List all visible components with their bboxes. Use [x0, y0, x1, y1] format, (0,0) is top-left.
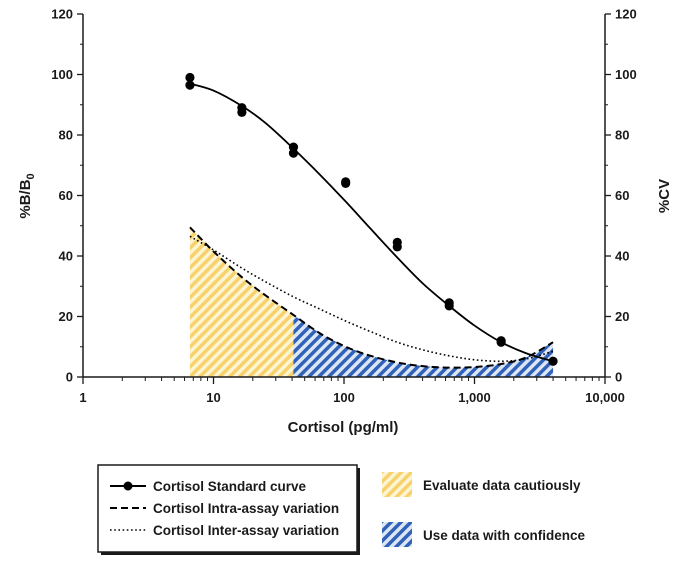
x-tick-label: 100: [333, 390, 355, 405]
right-y-tick-label: 120: [615, 7, 637, 22]
data-point: [496, 337, 506, 347]
left-y-tick-label: 120: [51, 7, 73, 22]
legend-region-label: Use data with confidence: [423, 528, 586, 543]
left-y-axis-title-main: %B/B: [17, 179, 34, 218]
left-y-axis-title-subscript: 0: [25, 173, 37, 179]
left-y-tick-label: 20: [59, 309, 73, 324]
left-y-tick-label: 80: [59, 128, 73, 143]
right-y-tick-label: 60: [615, 188, 629, 203]
right-y-axis-title: %CV: [656, 179, 673, 213]
data-point: [237, 107, 247, 117]
series-line-0: [189, 82, 554, 363]
left-y-axis-title: %B/B0: [17, 173, 37, 218]
data-series: [185, 72, 558, 369]
data-point: [341, 178, 351, 188]
legend-region-label: Evaluate data cautiously: [423, 478, 581, 493]
right-y-tick-label: 80: [615, 128, 629, 143]
right-y-tick-label: 40: [615, 249, 629, 264]
legend-label: Cortisol Intra-assay variation: [153, 501, 339, 516]
legend-label: Cortisol Inter-assay variation: [153, 523, 339, 538]
left-y-tick-label: 0: [66, 370, 73, 385]
region-use-with-confidence: [293, 314, 554, 377]
legend-box: [97, 464, 358, 553]
left-y-tick-label: 40: [59, 249, 73, 264]
data-point: [288, 148, 299, 158]
data-point: [444, 301, 454, 311]
x-tick-label: 1: [79, 390, 86, 405]
right-y-tick-label: 20: [615, 309, 629, 324]
data-point: [548, 356, 558, 366]
right-y-tick-label: 100: [615, 67, 637, 82]
x-axis-title: Cortisol (pg/ml): [288, 419, 399, 436]
legend-marker: [123, 481, 133, 491]
legend-label: Cortisol Standard curve: [153, 479, 307, 494]
left-y-tick-label: 60: [59, 188, 73, 203]
shaded-regions: [189, 227, 554, 377]
legend: Cortisol Standard curve Cortisol Intra-as…: [97, 464, 586, 555]
legend-swatch: [382, 472, 412, 497]
x-tick-label: 10: [206, 390, 220, 405]
left-y-tick-label: 100: [51, 67, 73, 82]
series-line-1: [189, 226, 554, 369]
right-y-tick-label: 0: [615, 370, 622, 385]
axis-titles: Cortisol (pg/ml) %B/B0 %CV: [17, 173, 673, 436]
data-point: [185, 72, 195, 83]
data-point: [185, 80, 195, 90]
x-tick-label: 10,000: [585, 390, 625, 405]
legend-swatch: [382, 522, 412, 547]
region-evaluate-cautiously: [189, 227, 294, 377]
data-point: [392, 242, 402, 252]
x-tick-label: 1,000: [458, 390, 491, 405]
